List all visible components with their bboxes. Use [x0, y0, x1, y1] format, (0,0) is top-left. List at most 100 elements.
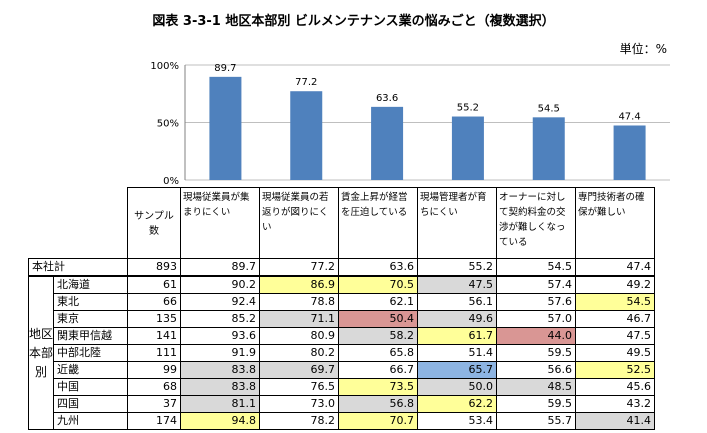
column-header: 現場従業員が集まりにくい: [180, 187, 260, 259]
table-cell: 47.5: [417, 275, 497, 294]
table-cell: 62.2: [417, 395, 497, 413]
data-label: 47.4: [618, 111, 640, 122]
table-cell: 65.8: [338, 344, 418, 362]
table-cell: 65.7: [417, 361, 497, 379]
table-cell: 56.6: [496, 361, 576, 379]
sample-header: サンプル数: [127, 187, 181, 259]
sample-count: 135: [127, 310, 181, 328]
sample-count: 37: [127, 395, 181, 413]
table-cell: 57.6: [496, 293, 576, 311]
bar: [290, 91, 323, 180]
table-cell: 45.6: [575, 378, 655, 396]
bar: [532, 117, 565, 180]
data-label: 89.7: [214, 63, 236, 74]
table-cell: 47.4: [575, 258, 655, 277]
table-cell: 86.9: [259, 275, 339, 294]
table-cell: 59.5: [496, 395, 576, 413]
data-label: 54.5: [538, 103, 560, 114]
table-row: 東京 135 85.2 71.1 50.4 49.6 57.0 46.7: [29, 310, 655, 328]
table-cell: 71.1: [259, 310, 339, 328]
table-cell: 93.6: [180, 327, 260, 345]
table-cell: 77.2: [259, 258, 339, 277]
table-cell: 89.7: [180, 258, 260, 277]
table-cell: 44.0: [496, 327, 576, 345]
sample-count: 66: [127, 293, 181, 311]
table-cell: 51.4: [417, 344, 497, 362]
sample-count: 99: [127, 361, 181, 379]
row-name: 近畿: [53, 361, 128, 379]
row-name: 本社計: [28, 258, 128, 277]
chart-title: 図表 3-3-1 地区本部別 ビルメンテナンス業の悩みごと（複数選択）: [152, 14, 555, 29]
table-cell: 80.9: [259, 327, 339, 345]
table-corner: [28, 187, 128, 259]
table-row: 九州 174 94.8 78.2 70.7 53.4 55.7 41.4: [29, 412, 655, 430]
table-cell: 49.5: [575, 344, 655, 362]
table-cell: 49.6: [417, 310, 497, 328]
row-name: 中国: [53, 378, 128, 396]
bar: [209, 76, 242, 180]
total-row: 本社計 893 89.7 77.2 63.6 55.2 54.5 47.4: [28, 258, 655, 277]
table-cell: 76.5: [259, 378, 339, 396]
table-cell: 73.0: [259, 395, 339, 413]
data-label: 55.2: [457, 103, 479, 114]
unit-label: 単位：%: [619, 42, 667, 56]
bar: [371, 106, 404, 180]
table-cell: 43.2: [575, 395, 655, 413]
table-cell: 73.5: [338, 378, 418, 396]
table-cell: 57.4: [496, 275, 576, 294]
table-cell: 54.5: [575, 293, 655, 311]
row-name: 北海道: [53, 275, 128, 294]
header-row: サンプル数 現場従業員が集まりにくい 現場従業員の若返りが図りにくい 賃金上昇が経営を…: [28, 187, 655, 259]
table-cell: 63.6: [338, 258, 418, 277]
table-cell: 94.8: [180, 412, 260, 430]
table-row: 中国 68 83.8 76.5 73.5 50.0 48.5 45.6: [29, 378, 655, 396]
table-row: 関東甲信越 141 93.6 80.9 58.2 61.7 44.0 47.5: [29, 327, 655, 345]
table-cell: 92.4: [180, 293, 260, 311]
table-cell: 83.8: [180, 361, 260, 379]
row-name: 東京: [53, 310, 128, 328]
table-row: 中部北陸 111 91.9 80.2 65.8 51.4 59.5 49.5: [29, 344, 655, 362]
column-header: オーナーに対して契約料金の交渉が難しくなっている: [496, 187, 576, 259]
data-label: 63.6: [376, 93, 398, 104]
table-cell: 91.9: [180, 344, 260, 362]
bar: [451, 116, 484, 180]
sample-count: 111: [127, 344, 181, 362]
column-header: 専門技術者の確保が難しい: [575, 187, 655, 259]
table-cell: 56.8: [338, 395, 418, 413]
sample-count: 174: [127, 412, 181, 430]
table-cell: 80.2: [259, 344, 339, 362]
table-cell: 61.7: [417, 327, 497, 345]
table-cell: 69.7: [259, 361, 339, 379]
table-row: 近畿 99 83.8 69.7 66.7 65.7 56.6 52.5: [29, 361, 655, 379]
row-name: 中部北陸: [53, 344, 128, 362]
table-row: 地区本部別 北海道 61 90.2 86.9 70.5 47.5 57.4 49.2: [28, 275, 655, 430]
table-cell: 46.7: [575, 310, 655, 328]
bar-chart: 0% 50% 100% 89.7 77.2 63.6 55.2 54.5 47.4: [150, 61, 670, 187]
table-cell: 55.2: [417, 258, 497, 277]
y-tick-label: 100%: [150, 61, 179, 72]
sample-count: 141: [127, 327, 181, 345]
column-header: 現場管理者が育ちにくい: [417, 187, 497, 259]
table-row: 四国 37 81.1 73.0 56.8 62.2 59.5 43.2: [29, 395, 655, 413]
data-table: サンプル数 現場従業員が集まりにくい 現場従業員の若返りが図りにくい 賃金上昇が経営を…: [28, 187, 655, 430]
table-cell: 70.7: [338, 412, 418, 430]
table-cell: 83.8: [180, 378, 260, 396]
table-cell: 47.5: [575, 327, 655, 345]
table-cell: 50.4: [338, 310, 418, 328]
table-cell: 53.4: [417, 412, 497, 430]
table-cell: 54.5: [496, 258, 576, 277]
table-cell: 81.1: [180, 395, 260, 413]
table-cell: 41.4: [575, 412, 655, 430]
table-cell: 50.0: [417, 378, 497, 396]
table-cell: 66.7: [338, 361, 418, 379]
row-name: 四国: [53, 395, 128, 413]
row-name: 九州: [53, 412, 128, 430]
table-cell: 70.5: [338, 275, 418, 294]
bar: [613, 125, 646, 180]
table-cell: 62.1: [338, 293, 418, 311]
data-label: 77.2: [295, 77, 317, 88]
table-cell: 58.2: [338, 327, 418, 345]
table-cell: 55.7: [496, 412, 576, 430]
table-cell: 59.5: [496, 344, 576, 362]
table-cell: 56.1: [417, 293, 497, 311]
